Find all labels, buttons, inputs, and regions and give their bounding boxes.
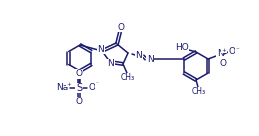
Text: +: +	[222, 47, 227, 52]
Text: O: O	[220, 60, 227, 69]
Text: O: O	[89, 84, 96, 92]
Text: N: N	[108, 60, 114, 69]
Text: CH₃: CH₃	[192, 87, 206, 97]
Text: ⁻: ⁻	[96, 83, 98, 87]
Text: N: N	[147, 55, 153, 64]
Text: HO: HO	[175, 44, 189, 52]
Text: +: +	[67, 81, 71, 86]
Text: S: S	[76, 83, 82, 93]
Text: N: N	[136, 52, 142, 61]
Text: O: O	[76, 69, 83, 78]
Text: N: N	[98, 44, 104, 53]
Text: N: N	[217, 50, 224, 58]
Text: O: O	[229, 47, 236, 56]
Text: Na: Na	[56, 83, 68, 92]
Text: CH₃: CH₃	[121, 73, 135, 83]
Text: ⁻: ⁻	[235, 47, 239, 53]
Text: O: O	[76, 98, 83, 106]
Text: O: O	[118, 22, 125, 32]
